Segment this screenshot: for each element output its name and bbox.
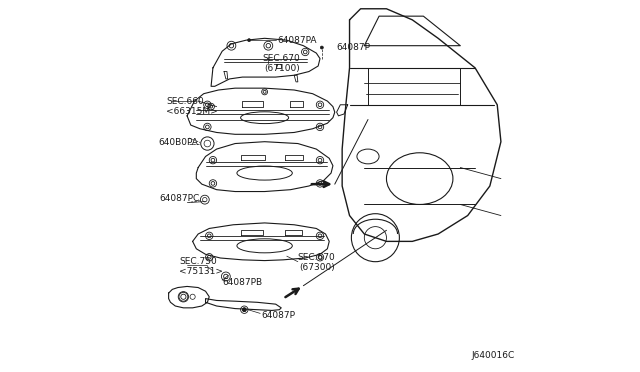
Circle shape: [248, 39, 251, 42]
Text: 64087PC: 64087PC: [159, 195, 200, 203]
Text: SEC.670: SEC.670: [263, 54, 301, 63]
Text: 64087PB: 64087PB: [222, 278, 262, 287]
Text: 64087P: 64087P: [261, 311, 295, 320]
Text: <66315M>: <66315M>: [166, 106, 218, 116]
Text: (67300): (67300): [299, 263, 335, 272]
Text: SEC.670: SEC.670: [298, 253, 335, 263]
Circle shape: [243, 308, 246, 311]
Text: 640B0PA: 640B0PA: [158, 138, 198, 147]
Text: SEC.660: SEC.660: [167, 97, 205, 106]
Text: J640016C: J640016C: [472, 350, 515, 360]
Text: SEC.750: SEC.750: [179, 257, 217, 266]
Text: <75131>: <75131>: [179, 267, 223, 276]
Text: 64087P: 64087P: [337, 43, 371, 52]
Text: (67100): (67100): [264, 64, 300, 73]
Text: 64087PA: 64087PA: [278, 36, 317, 45]
Circle shape: [321, 46, 323, 49]
